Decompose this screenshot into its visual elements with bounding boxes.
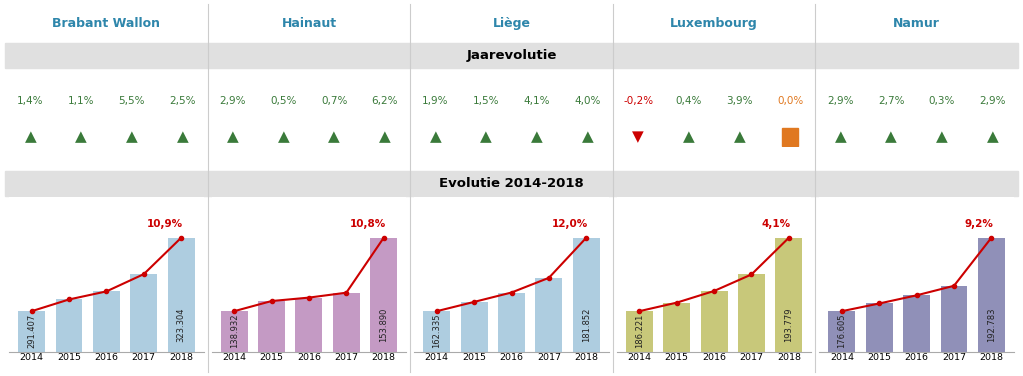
Text: Hainaut: Hainaut bbox=[281, 17, 337, 30]
Text: 2,9%: 2,9% bbox=[979, 96, 1006, 106]
Text: Liège: Liège bbox=[492, 17, 531, 30]
Text: 193.779: 193.779 bbox=[785, 308, 793, 343]
Bar bbox=[168, 238, 194, 376]
Bar bbox=[460, 302, 488, 376]
Text: ▲: ▲ bbox=[531, 129, 542, 144]
Bar bbox=[573, 238, 599, 376]
Text: ▲: ▲ bbox=[683, 129, 695, 144]
Text: ▲: ▲ bbox=[126, 129, 137, 144]
Bar bbox=[498, 293, 525, 376]
Text: 2,9%: 2,9% bbox=[220, 96, 247, 106]
Bar bbox=[93, 291, 120, 376]
Text: 291.407: 291.407 bbox=[28, 314, 36, 348]
Text: Evolutie 2014-2018: Evolutie 2014-2018 bbox=[439, 177, 584, 190]
Text: ▲: ▲ bbox=[733, 129, 745, 144]
Bar bbox=[783, 128, 798, 146]
Bar bbox=[55, 299, 83, 376]
Text: 0,4%: 0,4% bbox=[675, 96, 702, 106]
Bar bbox=[903, 295, 930, 376]
Text: Jaarevolutie: Jaarevolutie bbox=[466, 49, 557, 62]
Text: 1,5%: 1,5% bbox=[473, 96, 499, 106]
Text: 1,1%: 1,1% bbox=[68, 96, 94, 106]
Bar bbox=[775, 238, 802, 376]
Text: ▲: ▲ bbox=[25, 129, 36, 144]
Text: ▲: ▲ bbox=[886, 129, 897, 144]
Text: 3,9%: 3,9% bbox=[726, 96, 753, 106]
Bar bbox=[701, 291, 727, 376]
Bar bbox=[370, 238, 397, 376]
Text: 4,1%: 4,1% bbox=[761, 219, 791, 229]
Text: 0,7%: 0,7% bbox=[321, 96, 348, 106]
Text: 9,2%: 9,2% bbox=[965, 219, 993, 229]
Text: 1,4%: 1,4% bbox=[17, 96, 44, 106]
Text: Luxembourg: Luxembourg bbox=[670, 17, 758, 30]
Text: ▲: ▲ bbox=[328, 129, 340, 144]
Bar bbox=[940, 286, 968, 376]
Text: 162.335: 162.335 bbox=[433, 314, 441, 348]
Text: ▲: ▲ bbox=[76, 129, 87, 144]
Text: ▼: ▼ bbox=[632, 129, 643, 144]
Text: 4,0%: 4,0% bbox=[574, 96, 601, 106]
Text: ▲: ▲ bbox=[177, 129, 188, 144]
Text: 12,0%: 12,0% bbox=[551, 219, 588, 229]
Text: 2,5%: 2,5% bbox=[169, 96, 195, 106]
Text: ▲: ▲ bbox=[278, 129, 290, 144]
Text: 192.783: 192.783 bbox=[987, 308, 995, 343]
Text: 186.221: 186.221 bbox=[635, 314, 643, 348]
Bar bbox=[332, 293, 360, 376]
Text: 10,8%: 10,8% bbox=[349, 219, 386, 229]
Text: Brabant Wallon: Brabant Wallon bbox=[52, 17, 161, 30]
Bar bbox=[296, 297, 322, 376]
Text: 181.852: 181.852 bbox=[582, 308, 590, 343]
Text: 176.605: 176.605 bbox=[838, 314, 846, 348]
Text: ▲: ▲ bbox=[430, 129, 441, 144]
Bar bbox=[738, 274, 765, 376]
Bar bbox=[221, 311, 248, 376]
Text: ▲: ▲ bbox=[835, 129, 846, 144]
Text: 6,2%: 6,2% bbox=[371, 96, 398, 106]
Text: -0,2%: -0,2% bbox=[623, 96, 653, 106]
Bar bbox=[663, 303, 691, 376]
Text: 4,1%: 4,1% bbox=[524, 96, 550, 106]
Text: ▲: ▲ bbox=[227, 129, 238, 144]
Bar bbox=[535, 278, 563, 376]
Bar bbox=[865, 303, 893, 376]
Text: 1,9%: 1,9% bbox=[422, 96, 449, 106]
Text: 5,5%: 5,5% bbox=[119, 96, 145, 106]
Bar bbox=[18, 311, 45, 376]
Text: 323.304: 323.304 bbox=[177, 308, 185, 343]
Text: ▲: ▲ bbox=[380, 129, 391, 144]
Text: ▲: ▲ bbox=[582, 129, 593, 144]
Bar bbox=[626, 311, 653, 376]
Text: 0,5%: 0,5% bbox=[270, 96, 297, 106]
Text: 2,9%: 2,9% bbox=[828, 96, 854, 106]
Text: ▲: ▲ bbox=[987, 129, 998, 144]
Text: 2,7%: 2,7% bbox=[878, 96, 904, 106]
Text: 10,9%: 10,9% bbox=[147, 219, 183, 229]
Text: 0,0%: 0,0% bbox=[776, 96, 803, 106]
Bar bbox=[829, 311, 855, 376]
Text: 153.890: 153.890 bbox=[380, 308, 388, 343]
Text: 0,3%: 0,3% bbox=[929, 96, 955, 106]
Text: ▲: ▲ bbox=[936, 129, 947, 144]
Bar bbox=[258, 301, 285, 376]
Bar bbox=[978, 238, 1005, 376]
Text: ▲: ▲ bbox=[481, 129, 492, 144]
Bar bbox=[130, 274, 158, 376]
Bar bbox=[424, 311, 450, 376]
Text: Namur: Namur bbox=[893, 17, 940, 30]
Text: 138.932: 138.932 bbox=[230, 314, 238, 348]
